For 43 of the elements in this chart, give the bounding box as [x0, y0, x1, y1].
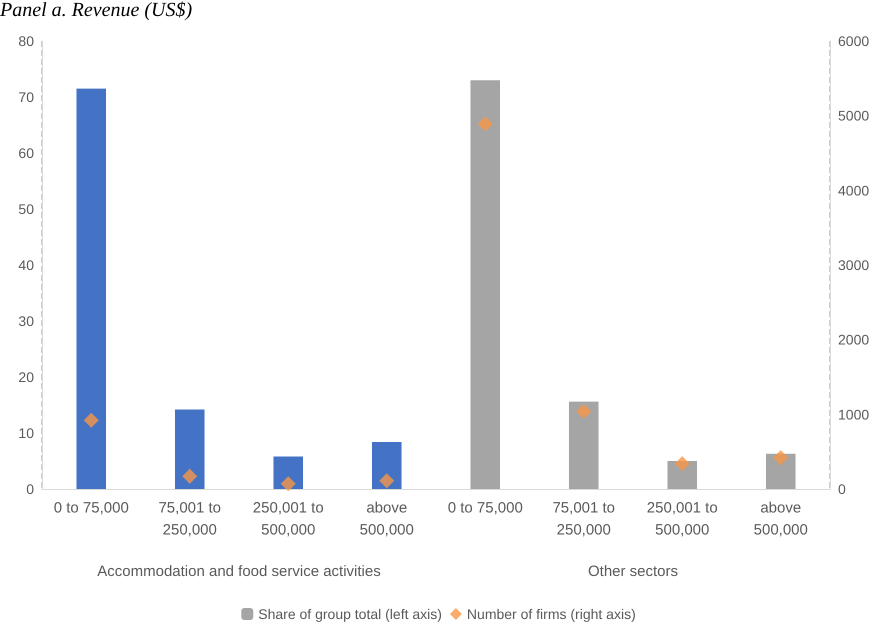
y2-tick-label: 0 — [838, 481, 846, 497]
bar — [470, 80, 500, 489]
x-tick-label: 250,001 to 500,000 — [252, 500, 324, 538]
point — [84, 412, 99, 428]
point — [182, 468, 198, 484]
legend-label: Number of firms (right axis) — [466, 606, 636, 622]
bar — [76, 88, 106, 489]
bar — [174, 409, 205, 489]
text: Other sectors — [588, 563, 678, 580]
point — [478, 116, 493, 132]
x-tick-label: 0 to 75,000 — [54, 500, 129, 516]
point — [773, 450, 788, 466]
x-tick-label: 75,001 to 250,000 — [552, 500, 616, 538]
y-tick-label: 40 — [18, 257, 34, 273]
point — [674, 456, 690, 472]
y-tick-label: 80 — [18, 33, 34, 49]
point — [576, 404, 592, 419]
y-tick-label: 0 — [26, 481, 34, 497]
y-tick-label: 70 — [18, 89, 34, 105]
x-tick-label: 250,001 to 500,000 — [646, 500, 718, 538]
y2-tick-label: 4000 — [838, 182, 870, 198]
x-tick-label: 0 to 75,000 — [448, 500, 523, 516]
y2-tick-label: 1000 — [838, 406, 870, 422]
y2-tick-label: 3000 — [838, 257, 870, 273]
bar — [568, 402, 599, 489]
text: Accommodation and food service activities — [97, 563, 381, 580]
point — [280, 476, 296, 492]
x-tick-label: 75,001 to 250,000 — [158, 500, 222, 538]
legend-label: Share of group total (left axis) — [258, 606, 442, 622]
y-tick-label: 10 — [18, 425, 34, 441]
y-tick-label: 50 — [18, 201, 34, 217]
bar — [766, 454, 796, 489]
y-tick-label: 30 — [18, 313, 34, 329]
y2-tick-label: 6000 — [838, 33, 870, 49]
y2-tick-label: 5000 — [838, 108, 870, 124]
y-tick-label: 60 — [18, 145, 34, 161]
x-tick-label: above 500,000 — [360, 500, 414, 538]
x-tick-label: above 500,000 — [754, 500, 808, 538]
point — [379, 473, 394, 488]
bar — [372, 442, 402, 489]
y2-tick-label: 2000 — [838, 332, 870, 348]
y-tick-label: 20 — [18, 369, 34, 385]
chart-title: Panel a. Revenue (US$) — [0, 0, 192, 21]
